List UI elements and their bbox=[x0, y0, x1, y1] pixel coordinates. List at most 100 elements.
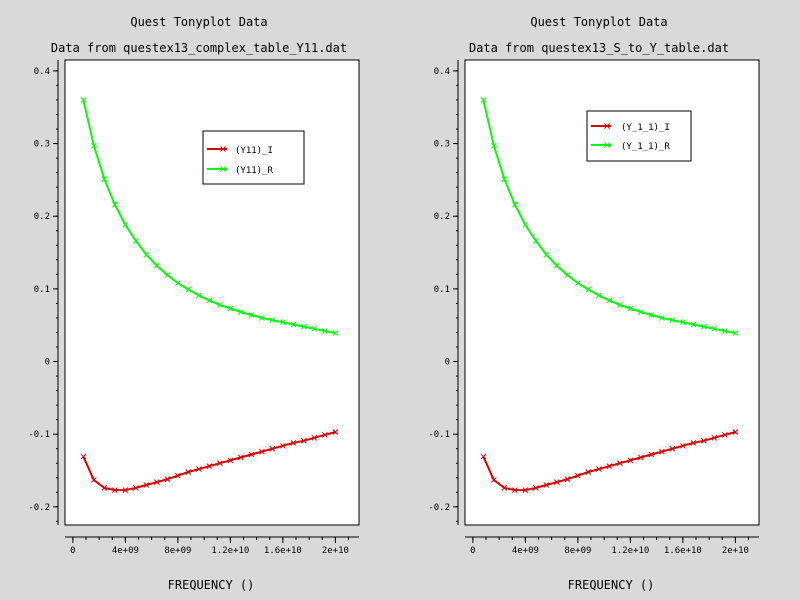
data-point bbox=[280, 319, 286, 326]
data-point bbox=[491, 142, 497, 149]
data-point bbox=[564, 476, 571, 483]
data-point bbox=[480, 97, 487, 103]
x-tick-label: 1.6e+10 bbox=[664, 546, 702, 556]
data-point bbox=[617, 301, 623, 308]
data-point bbox=[122, 222, 129, 228]
data-point bbox=[269, 445, 276, 452]
data-point bbox=[617, 460, 623, 467]
data-point bbox=[543, 251, 550, 258]
data-point bbox=[648, 312, 655, 318]
x-tick-label: 1.6e+10 bbox=[264, 546, 302, 556]
data-point bbox=[575, 280, 581, 286]
data-point bbox=[217, 460, 223, 467]
chart-subtitle: Data from questex13_complex_table_Y11.da… bbox=[51, 41, 347, 55]
data-point bbox=[133, 485, 139, 491]
legend-entry-R: (Y_1_1)_R bbox=[591, 142, 670, 152]
legend-box bbox=[586, 110, 692, 162]
data-point bbox=[290, 321, 297, 328]
data-point bbox=[206, 297, 213, 304]
x-tick-label: 0 bbox=[70, 546, 75, 556]
legend-label-R: (Y11)_R bbox=[235, 166, 274, 176]
data-point bbox=[533, 238, 539, 244]
legend-entry-I: (Y11)_I bbox=[207, 146, 273, 156]
y-tick-label: 0.2 bbox=[434, 212, 450, 222]
data-point bbox=[596, 292, 602, 299]
x-tick-label: 2e+10 bbox=[722, 546, 749, 556]
x-tick-label: 1.2e+10 bbox=[611, 546, 649, 556]
data-point bbox=[112, 487, 118, 493]
legend-label-R: (Y_1_1)_R bbox=[621, 142, 670, 152]
data-point bbox=[185, 469, 192, 475]
data-point bbox=[154, 262, 160, 269]
legend: (Y_1_1)_I (Y_1_1)_R bbox=[586, 110, 692, 162]
data-point bbox=[722, 328, 728, 334]
data-point bbox=[606, 463, 613, 470]
legend-marker bbox=[220, 166, 226, 172]
x-tick-label: 1.2e+10 bbox=[211, 546, 249, 556]
data-point bbox=[143, 251, 150, 258]
data-point bbox=[501, 176, 508, 183]
data-point bbox=[690, 321, 697, 328]
y-tick-label: 0.1 bbox=[434, 285, 450, 295]
x-tick-label: 4e+09 bbox=[112, 546, 139, 556]
data-point bbox=[80, 453, 87, 460]
legend-box bbox=[202, 130, 305, 185]
data-point bbox=[543, 482, 550, 488]
data-point bbox=[554, 479, 560, 485]
legend-marker bbox=[604, 142, 610, 148]
data-point bbox=[175, 472, 181, 479]
y-axis: 0.4 0.3 0.2 0.1 0 -0.1 -0.2 bbox=[428, 60, 459, 525]
data-point bbox=[301, 323, 307, 330]
data-point bbox=[227, 305, 234, 312]
data-point bbox=[533, 485, 539, 491]
x-tick-label: 8e+09 bbox=[564, 546, 591, 556]
data-point bbox=[627, 457, 634, 464]
data-point bbox=[227, 457, 234, 464]
data-point bbox=[112, 201, 118, 208]
data-point bbox=[585, 469, 592, 475]
data-point bbox=[669, 445, 676, 452]
x-axis: 0 4e+09 8e+09 1.2e+10 1.6e+10 2e+10 bbox=[465, 536, 759, 556]
y-tick-label: 0.3 bbox=[434, 140, 450, 150]
data-point bbox=[596, 466, 602, 472]
data-point bbox=[101, 176, 108, 183]
data-point bbox=[133, 238, 139, 244]
chart-right: Quest Tonyplot Data Data from questex13_… bbox=[428, 15, 760, 592]
x-axis-label: FREQUENCY () bbox=[168, 578, 255, 592]
legend-label-I: (Y11)_I bbox=[235, 146, 273, 156]
data-point bbox=[217, 301, 223, 308]
series-layer bbox=[80, 97, 339, 493]
data-point bbox=[491, 477, 497, 483]
data-point bbox=[196, 466, 202, 472]
data-point bbox=[732, 429, 739, 435]
legend: (Y11)_I (Y11)_R bbox=[202, 130, 305, 185]
data-point bbox=[680, 319, 686, 326]
y-axis: 0.4 0.3 0.2 0.1 0 -0.1 -0.2 bbox=[28, 60, 59, 525]
legend-entry-R: (Y11)_R bbox=[207, 166, 274, 176]
data-point bbox=[322, 432, 328, 438]
y-tick-label: -0.2 bbox=[428, 503, 450, 513]
data-point bbox=[91, 142, 97, 149]
data-point bbox=[659, 448, 665, 455]
plot-area bbox=[64, 59, 360, 526]
data-point bbox=[175, 280, 181, 286]
data-point bbox=[238, 454, 244, 461]
data-point bbox=[311, 434, 318, 441]
data-point bbox=[143, 482, 150, 488]
data-point bbox=[248, 451, 255, 458]
y-tick-label: 0.3 bbox=[34, 140, 50, 150]
data-point bbox=[522, 222, 529, 228]
y-tick-label: 0.1 bbox=[34, 285, 50, 295]
y-tick-label: -0.2 bbox=[28, 503, 50, 513]
data-point bbox=[701, 323, 707, 330]
data-point bbox=[301, 437, 307, 444]
data-point bbox=[627, 305, 634, 312]
data-point bbox=[185, 286, 192, 293]
legend-label-I: (Y_1_1)_I bbox=[621, 123, 670, 133]
data-point bbox=[480, 453, 487, 460]
data-point bbox=[80, 97, 87, 103]
data-point bbox=[575, 472, 581, 479]
y-tick-label: -0.1 bbox=[428, 430, 450, 440]
data-point bbox=[154, 479, 160, 485]
